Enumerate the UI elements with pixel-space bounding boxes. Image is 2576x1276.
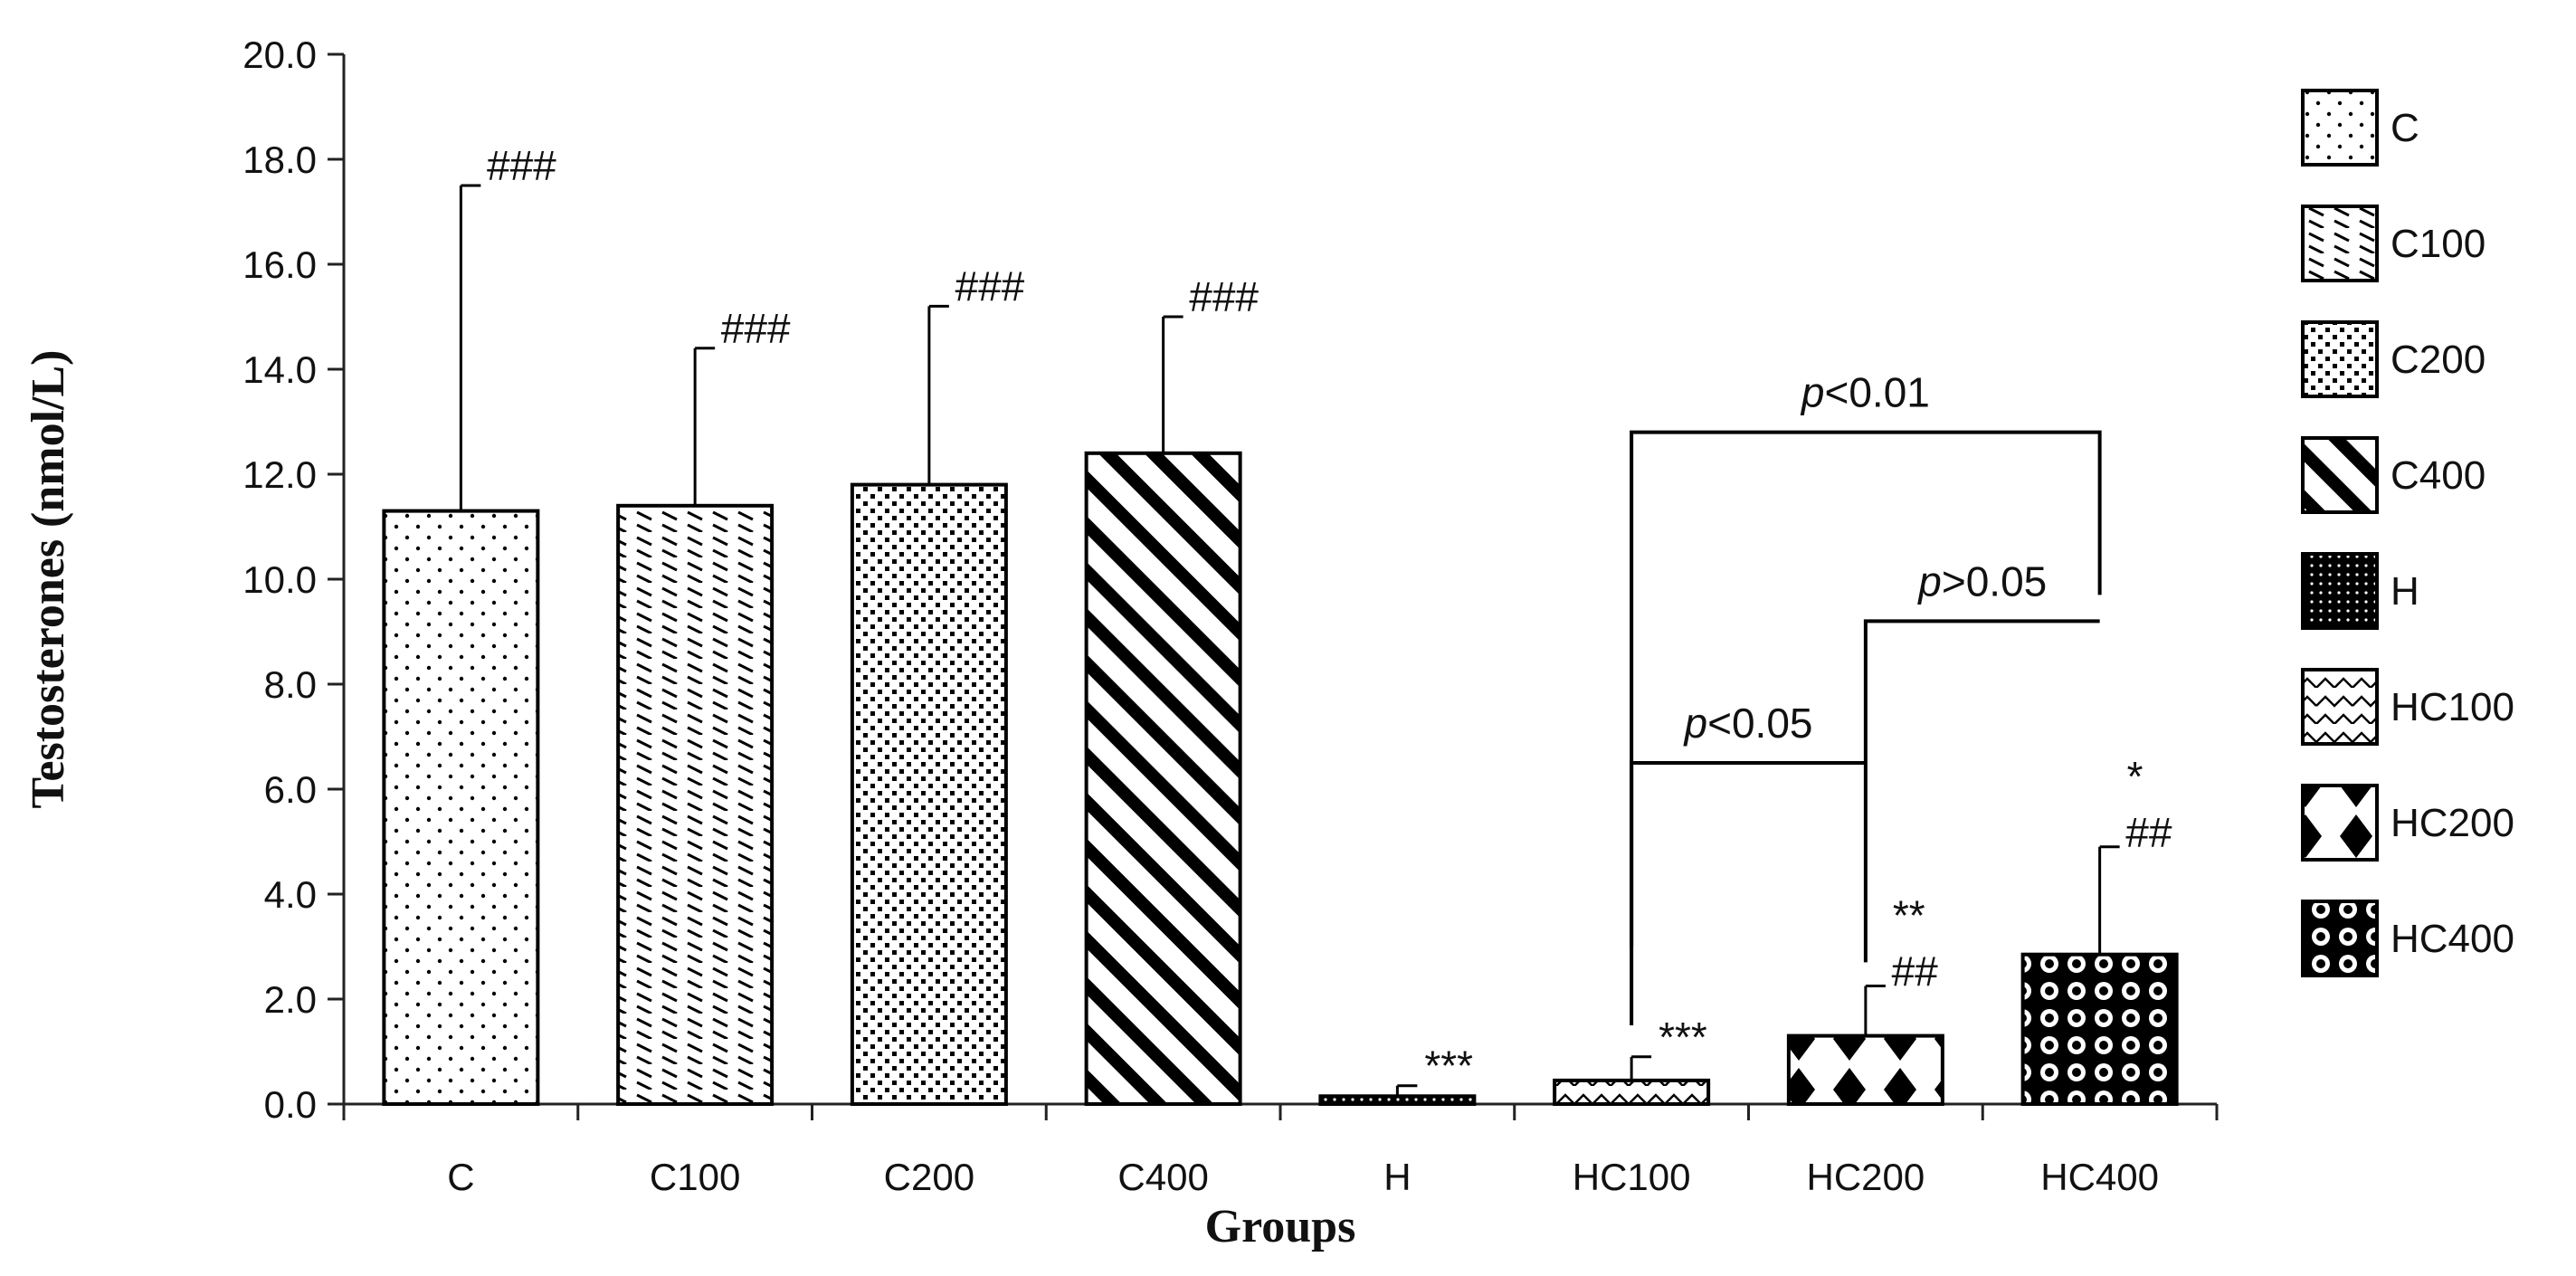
legend-item-HC200: HC200	[2301, 784, 2514, 862]
y-tick-label: 0.0	[264, 1083, 317, 1126]
significance-brackets: p<0.01 p>0.05 p<0.05	[1630, 369, 2102, 1025]
y-tick-label: 8.0	[264, 663, 317, 706]
x-tick-label: C	[447, 1156, 474, 1198]
y-tick-label: 18.0	[242, 138, 317, 181]
y-tick-label: 6.0	[264, 768, 317, 811]
annotations: ######### ###********##*##	[486, 142, 2172, 1090]
bracket-label-HC100-HC200: p<0.05	[1683, 700, 1813, 747]
bar-HC200	[1786, 1033, 1944, 1106]
x-tick-label: C200	[884, 1156, 974, 1198]
bar-C	[382, 509, 540, 1106]
x-tick-label: C100	[650, 1156, 740, 1198]
legend-item-C: C	[2301, 89, 2419, 167]
x-tick-label: H	[1383, 1156, 1411, 1198]
legend-swatch	[2301, 784, 2379, 862]
legend: C C100 C200 C400 H HC100 HC200 HC400	[2301, 89, 2514, 977]
significance-mark-HC100: ***	[1657, 1014, 1707, 1061]
bars	[382, 184, 2179, 1107]
x-axis-title: Groups	[1205, 1201, 1356, 1252]
legend-swatch	[2301, 668, 2379, 746]
y-tick-label: 4.0	[264, 873, 317, 916]
y-tick-label: 14.0	[242, 348, 317, 391]
x-tick-label: C400	[1117, 1156, 1208, 1198]
significance-mark-C100: ###	[720, 305, 791, 352]
x-tick-label: HC100	[1573, 1156, 1691, 1198]
bar-HC400	[2020, 952, 2179, 1106]
bar-C100	[616, 503, 775, 1106]
legend-label: C100	[2391, 222, 2486, 266]
legend-label: C200	[2391, 338, 2486, 382]
bracket-label-HC100-HC400: p<0.01	[1800, 369, 1930, 416]
legend-swatch	[2301, 552, 2379, 630]
significance-mark-HC400: ##	[2125, 809, 2173, 856]
axes: 0.0 2.0 4.0 6.0 8.0 10.0 12.0 14.0 16.0 18.0 20.0 C…	[23, 33, 2219, 1252]
legend-label: C	[2391, 106, 2419, 150]
bracket-HC200-HC400	[1863, 619, 2100, 963]
bar-C200	[850, 482, 1008, 1106]
legend-swatch	[2301, 89, 2379, 167]
bar-H	[1318, 1094, 1477, 1107]
bracket-HC100-HC400	[1630, 430, 2102, 947]
x-tick-label: HC400	[2040, 1156, 2159, 1198]
legend-item-H: H	[2301, 552, 2419, 630]
significance-mark-C400: ###	[1189, 273, 1259, 320]
legend-label: C400	[2391, 453, 2486, 498]
legend-swatch	[2301, 205, 2379, 282]
legend-label: HC100	[2391, 685, 2514, 729]
bracket-HC100-HC200	[1630, 761, 1866, 1025]
y-axis-title: Testosterones (nmol/L)	[23, 350, 74, 809]
y-tick-label: 16.0	[242, 243, 317, 286]
legend-item-C400: C400	[2301, 436, 2486, 514]
x-tick-label: HC200	[1807, 1156, 1925, 1198]
legend-item-C200: C200	[2301, 320, 2486, 398]
bar-C400	[1084, 451, 1242, 1106]
legend-item-HC100: HC100	[2301, 668, 2514, 746]
y-tick-label: 12.0	[242, 453, 317, 496]
legend-swatch	[2301, 436, 2379, 514]
significance-mark-HC200: **	[1891, 892, 1925, 939]
y-tick-label: 20.0	[242, 33, 317, 76]
legend-item-HC400: HC400	[2301, 900, 2514, 977]
bracket-label-HC200-HC400: p>0.05	[1916, 557, 2047, 605]
significance-mark-HC400: *	[2125, 753, 2143, 800]
legend-swatch	[2301, 320, 2379, 398]
y-tick-label: 2.0	[264, 978, 317, 1021]
legend-swatch	[2301, 900, 2379, 977]
y-tick-label: 10.0	[242, 558, 317, 601]
legend-item-C100: C100	[2301, 205, 2486, 282]
bar-HC100	[1553, 1078, 1711, 1107]
significance-mark-C200: ###	[955, 262, 1025, 309]
legend-label: HC400	[2391, 917, 2514, 961]
significance-mark-C: ###	[486, 142, 556, 189]
legend-label: H	[2391, 569, 2419, 614]
legend-label: HC200	[2391, 801, 2514, 845]
significance-mark-HC200: ##	[1891, 948, 1939, 995]
significance-mark-H: ***	[1422, 1043, 1473, 1090]
